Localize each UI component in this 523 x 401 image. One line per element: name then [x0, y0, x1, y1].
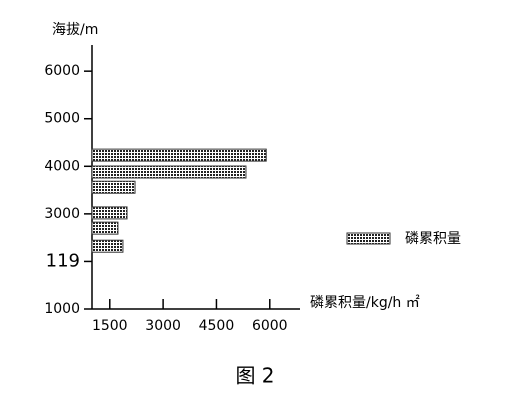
legend-label: 磷累积量 — [405, 231, 461, 247]
bar — [91, 180, 136, 194]
x-tick-label: 6000 — [252, 318, 288, 334]
x-tick-label: 3000 — [145, 318, 181, 334]
caption: 图 2 — [235, 364, 274, 388]
y-tick-label: 119 — [46, 250, 80, 271]
x-tick-label: 1500 — [92, 318, 128, 334]
x-axis-label: 磷累积量/kg/h ㎡ — [310, 295, 420, 311]
bar — [91, 239, 124, 253]
y-tick-label: 1000 — [44, 301, 80, 317]
bar — [91, 165, 247, 179]
bar — [91, 148, 267, 162]
y-tick-label: 4000 — [44, 158, 80, 174]
y-tick-label: 6000 — [44, 63, 80, 79]
x-tick-label: 4500 — [199, 318, 235, 334]
legend-swatch — [346, 232, 391, 245]
y-tick-label: 3000 — [44, 206, 80, 222]
bar — [91, 221, 119, 235]
y-axis-label: 海拔/m — [52, 22, 98, 38]
bar — [91, 206, 128, 220]
y-tick-label: 5000 — [44, 111, 80, 127]
